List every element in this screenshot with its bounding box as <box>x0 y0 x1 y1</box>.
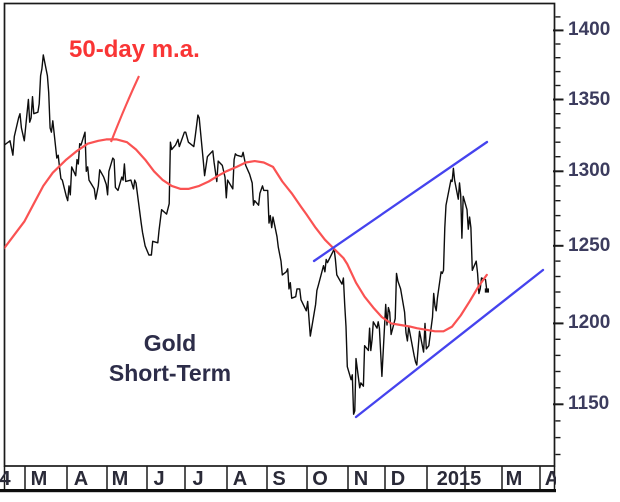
x-axis-label: S <box>272 468 286 490</box>
y-axis-label: 1150 <box>568 393 610 414</box>
x-axis-label: M <box>505 468 523 490</box>
x-axis-label: 2015 <box>436 468 482 490</box>
x-axis-separators <box>0 466 556 493</box>
x-axis-label: O <box>312 468 328 490</box>
x-axis-month-row: 4 M A M J J A S O N D 2015 M A <box>0 466 556 492</box>
chart-title-line2: Short-Term <box>108 360 232 386</box>
x-axis-label: N <box>353 468 369 490</box>
x-axis-label: M <box>30 468 48 490</box>
y-axis-ticks <box>553 16 564 456</box>
x-axis-label: A <box>544 468 556 490</box>
ma-label-pointer <box>110 75 140 143</box>
x-axis-label: M <box>111 468 129 490</box>
gold-price-line <box>4 54 488 415</box>
y-axis-label: 1200 <box>568 312 611 333</box>
y-axis-label: 1400 <box>568 19 611 40</box>
x-axis-bottom-band <box>0 489 556 493</box>
last-price-dot <box>484 288 489 293</box>
chart-title: Gold Short-Term <box>60 328 280 388</box>
x-axis-label: A <box>232 468 248 490</box>
chart-title-line1: Gold <box>143 330 197 356</box>
y-axis-label: 1300 <box>568 160 611 181</box>
plot-border <box>3 2 556 467</box>
x-axis-label: A <box>73 468 89 490</box>
y-axis-label: 1350 <box>568 89 611 110</box>
ma-annotation-label: 50-day m.a. <box>69 36 200 63</box>
lower-channel-line <box>354 268 545 419</box>
x-axis-label: 4 <box>0 468 11 490</box>
x-axis-label: J <box>153 468 165 490</box>
x-axis-label: D <box>390 468 406 490</box>
y-axis-label: 1250 <box>568 235 611 256</box>
upper-channel-line <box>312 140 489 263</box>
ma-line <box>4 138 488 333</box>
x-axis-label: J <box>192 468 204 490</box>
